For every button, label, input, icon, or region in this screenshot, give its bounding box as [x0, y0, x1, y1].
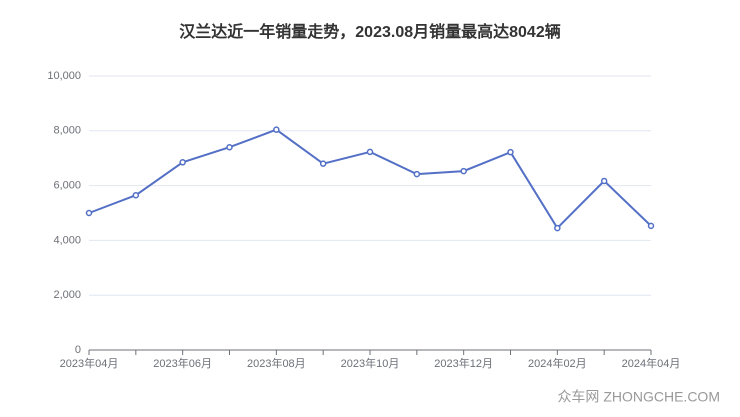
- point: [273, 126, 280, 133]
- x-tick-label: 2023年12月: [434, 356, 493, 370]
- x-tick-label: 2023年10月: [341, 356, 400, 370]
- point: [132, 191, 140, 199]
- watermark: 众车网 ZHONGCHE.COM: [557, 389, 720, 405]
- y-tick-label: 10,000: [47, 70, 81, 82]
- point: [647, 222, 655, 230]
- point: [319, 160, 327, 167]
- y-tick-label: 6,000: [53, 180, 81, 192]
- point: [507, 148, 514, 156]
- point: [554, 224, 561, 232]
- x-tick-label: 2024年02月: [528, 356, 587, 370]
- point: [226, 143, 233, 151]
- x-tick-label: 2023年04月: [60, 356, 119, 370]
- point: [366, 148, 374, 156]
- point: [460, 167, 467, 175]
- x-tick-label: 2024年04月: [622, 356, 681, 370]
- x-tick-label: 2023年06月: [153, 356, 212, 370]
- y-tick-label: 2,000: [53, 289, 81, 301]
- y-tick-label: 0: [75, 344, 81, 356]
- chart-title: 汉兰达近一年销量走势，2023.08月销量最高达8042辆: [179, 22, 560, 41]
- line: [88, 128, 652, 230]
- point: [179, 159, 186, 166]
- point: [85, 209, 93, 217]
- y-tick-label: 8,000: [53, 125, 81, 137]
- y-tick-label: 4,000: [53, 234, 81, 246]
- x-tick-label: 2023年08月: [247, 356, 306, 370]
- point: [413, 170, 421, 178]
- point: [600, 177, 608, 185]
